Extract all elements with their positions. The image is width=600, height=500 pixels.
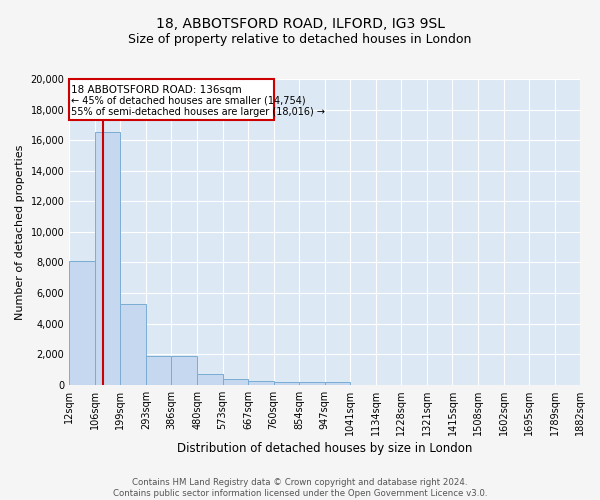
Bar xyxy=(197,374,223,384)
Text: 18 ABBOTSFORD ROAD: 136sqm: 18 ABBOTSFORD ROAD: 136sqm xyxy=(71,85,242,95)
Bar xyxy=(325,382,350,384)
Text: ← 45% of detached houses are smaller (14,754): ← 45% of detached houses are smaller (14… xyxy=(71,96,306,106)
Bar xyxy=(146,356,172,384)
Text: 55% of semi-detached houses are larger (18,016) →: 55% of semi-detached houses are larger (… xyxy=(71,106,325,117)
Bar xyxy=(172,356,197,384)
Bar xyxy=(299,382,325,384)
Bar xyxy=(121,304,146,384)
Bar xyxy=(69,261,95,384)
Bar xyxy=(248,381,274,384)
Text: 18, ABBOTSFORD ROAD, ILFORD, IG3 9SL: 18, ABBOTSFORD ROAD, ILFORD, IG3 9SL xyxy=(155,18,445,32)
X-axis label: Distribution of detached houses by size in London: Distribution of detached houses by size … xyxy=(177,442,472,455)
Bar xyxy=(274,382,299,384)
Y-axis label: Number of detached properties: Number of detached properties xyxy=(15,144,25,320)
FancyBboxPatch shape xyxy=(69,79,274,120)
Bar xyxy=(223,380,248,384)
Text: Contains HM Land Registry data © Crown copyright and database right 2024.
Contai: Contains HM Land Registry data © Crown c… xyxy=(113,478,487,498)
Text: Size of property relative to detached houses in London: Size of property relative to detached ho… xyxy=(128,32,472,46)
Bar xyxy=(95,132,121,384)
